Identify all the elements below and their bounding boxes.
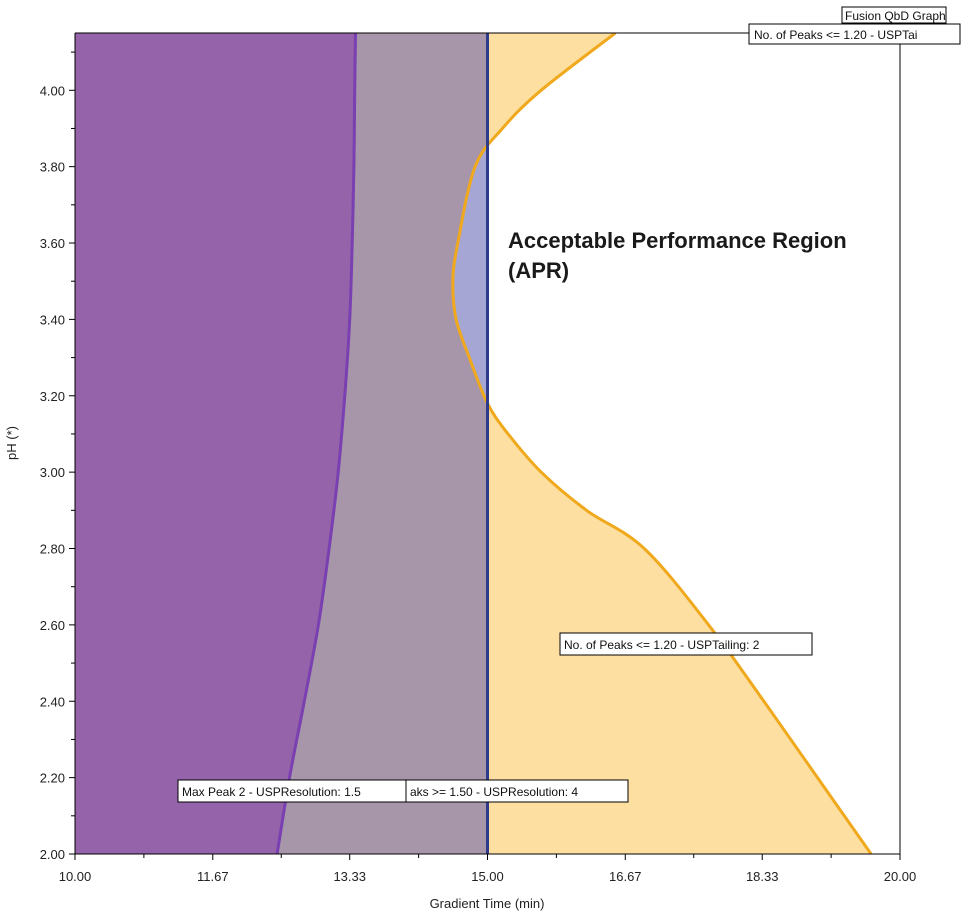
blue-region bbox=[452, 145, 488, 404]
y-tick-label: 2.00 bbox=[40, 847, 65, 862]
y-tick-label: 3.20 bbox=[40, 389, 65, 404]
x-tick-label: 16.67 bbox=[609, 869, 642, 884]
y-tick-label: 2.60 bbox=[40, 618, 65, 633]
purple-boundary-line bbox=[275, 33, 357, 854]
apr-subtitle: (APR) bbox=[508, 258, 569, 283]
y-tick-label: 3.00 bbox=[40, 465, 65, 480]
top-boundary-label-box: No. of Peaks <= 1.20 - USPTai bbox=[748, 23, 961, 45]
x-tick-label: 15.00 bbox=[471, 869, 504, 884]
y-tick-label: 4.00 bbox=[40, 83, 65, 98]
y-tick-label: 2.80 bbox=[40, 542, 65, 557]
x-tick-label: 10.00 bbox=[59, 869, 92, 884]
x-tick-label: 18.33 bbox=[746, 869, 779, 884]
plot-area bbox=[75, 33, 900, 854]
x-axis-title: Gradient Time (min) bbox=[430, 896, 545, 911]
header-label-box: Fusion QbD Graph bbox=[841, 6, 947, 24]
x-tick-label: 11.67 bbox=[197, 869, 229, 884]
y-tick-label: 3.60 bbox=[40, 236, 65, 251]
y-tick-label: 2.40 bbox=[40, 694, 65, 709]
x-ticks: 10.00 11.67 13.33 15.00 16.67 18.33 20.00 bbox=[59, 854, 917, 884]
yellow-boundary-line bbox=[451, 33, 873, 854]
x-tick-label: 20.00 bbox=[884, 869, 917, 884]
tailing-label: No. of Peaks <= 1.20 - USPTailing: 2 bbox=[564, 638, 760, 652]
header-label: Fusion QbD Graph bbox=[845, 9, 946, 23]
y-axis-title: pH (*) bbox=[4, 426, 19, 460]
apr-annotation: Acceptable Performance Region (APR) bbox=[508, 228, 847, 283]
peaks-resolution-label: aks >= 1.50 - USPResolution: 4 bbox=[410, 785, 578, 799]
apr-title: Acceptable Performance Region bbox=[508, 228, 847, 253]
y-ticks: 2.00 2.20 2.40 2.60 2.80 3.00 3.20 3.40 3.60 3.80… bbox=[40, 51, 75, 862]
tailing-label-box: No. of Peaks <= 1.20 - USPTailing: 2 bbox=[559, 632, 813, 656]
top-boundary-label: No. of Peaks <= 1.20 - USPTai bbox=[754, 28, 917, 42]
y-tick-label: 3.40 bbox=[40, 312, 65, 327]
mauve-region bbox=[277, 33, 488, 854]
peaks-resolution-label-box: aks >= 1.50 - USPResolution: 4 bbox=[405, 779, 629, 803]
resolution-label-box: Max Peak 2 - USPResolution: 1.5 bbox=[177, 779, 411, 803]
y-tick-label: 2.20 bbox=[40, 771, 65, 786]
x-tick-label: 13.33 bbox=[333, 869, 366, 884]
y-tick-label: 3.80 bbox=[40, 160, 65, 175]
resolution-label: Max Peak 2 - USPResolution: 1.5 bbox=[182, 785, 361, 799]
